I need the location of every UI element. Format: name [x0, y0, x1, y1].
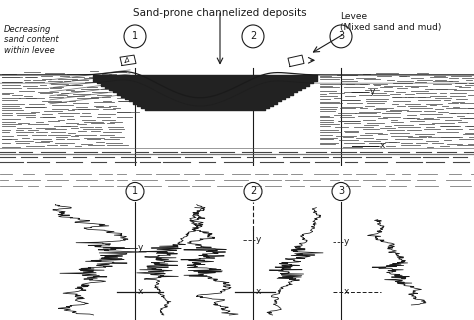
- Text: x: x: [380, 141, 385, 150]
- Text: y: y: [138, 243, 143, 252]
- Text: 3: 3: [338, 31, 344, 41]
- Text: 1: 1: [132, 31, 138, 41]
- Text: 2: 2: [250, 187, 256, 196]
- Text: y: y: [344, 237, 349, 246]
- Text: y: y: [370, 87, 375, 96]
- Text: Decreasing
sand content
within levee: Decreasing sand content within levee: [4, 25, 59, 55]
- Text: 1: 1: [132, 187, 138, 196]
- Text: 2: 2: [250, 31, 256, 41]
- Text: y: y: [256, 235, 261, 244]
- Text: Levee
(Mixed sand and mud): Levee (Mixed sand and mud): [340, 12, 441, 32]
- Text: x: x: [256, 287, 261, 296]
- Text: Sand-prone channelized deposits: Sand-prone channelized deposits: [133, 8, 307, 18]
- Text: x: x: [138, 287, 143, 296]
- Text: 3: 3: [338, 187, 344, 196]
- Text: x: x: [344, 287, 349, 296]
